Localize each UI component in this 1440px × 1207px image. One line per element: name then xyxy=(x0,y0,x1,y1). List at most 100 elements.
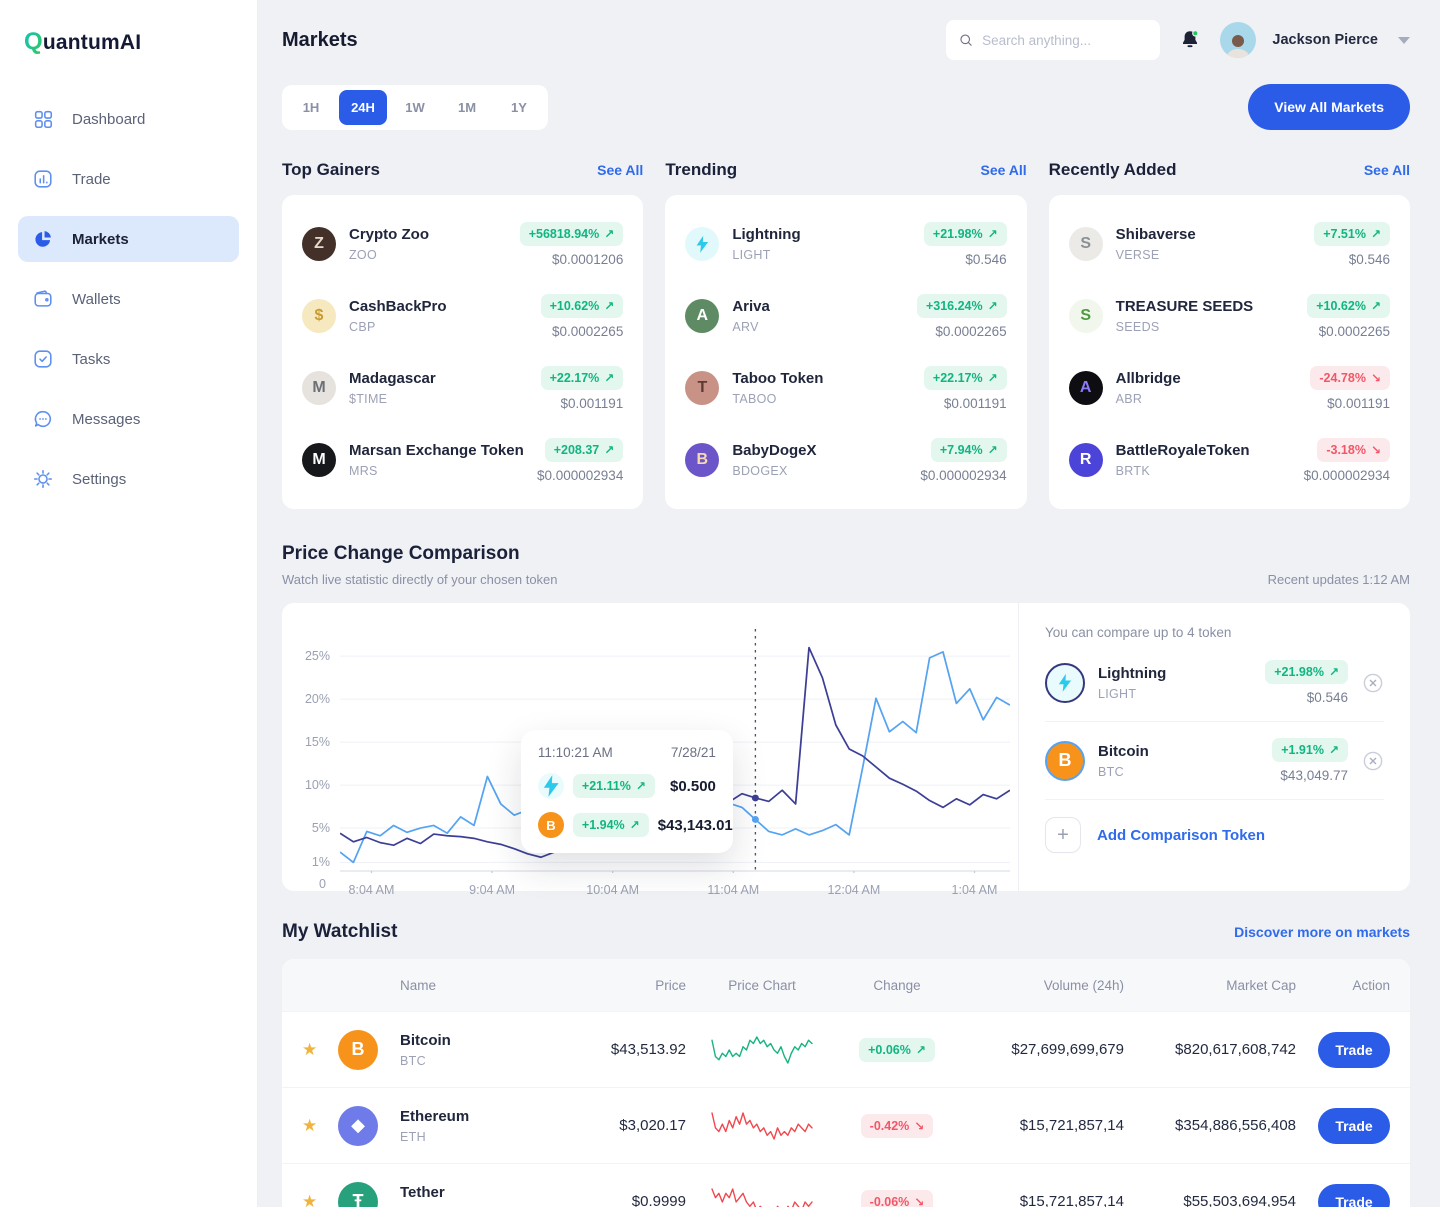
token-icon: B xyxy=(338,1029,378,1070)
token-icon: B xyxy=(537,812,564,839)
favorite-star-icon[interactable]: ★ xyxy=(302,1191,318,1207)
add-comparison-token-button[interactable]: + Add Comparison Token xyxy=(1045,799,1384,870)
discover-more-link[interactable]: Discover more on markets xyxy=(1234,924,1410,940)
token-name: Taboo Token xyxy=(732,370,824,387)
token-name: Shibaverse xyxy=(1115,226,1196,243)
watchlist-row: ★ B Bitcoin BTC $43,513.92 +0.06% ↗ $27,69… xyxy=(282,1011,1410,1087)
token-icon xyxy=(685,227,720,261)
column-header-price-chart: Price Chart xyxy=(728,977,796,993)
change-badge: -0.06% ↘ xyxy=(860,1189,934,1207)
avatar[interactable] xyxy=(1220,22,1257,58)
watchlist-row: ★ Ŧ Tether USDT $0.9999 -0.06%↘ $15,721,8… xyxy=(282,1163,1410,1207)
trend-arrow-icon: ↗ xyxy=(635,779,646,794)
token-icon: M xyxy=(302,371,336,405)
trade-icon xyxy=(34,170,52,188)
recent-updates-label: Recent updates 1:12 AM xyxy=(1267,572,1410,587)
trend-arrow-icon: ↘ xyxy=(914,1194,925,1207)
token-symbol: BTC xyxy=(400,1053,426,1068)
token-market-cap: $354,886,556,408 xyxy=(1175,1117,1296,1134)
token-symbol: CBP xyxy=(349,320,376,334)
range-tab[interactable]: 1Y xyxy=(511,99,527,115)
chart-tooltip: 11:10:21 AM 7/28/21 +21.11% ↗ $0.500 B xyxy=(520,730,733,854)
token-name: Lightning xyxy=(732,226,801,243)
favorite-star-icon[interactable]: ★ xyxy=(302,1115,318,1135)
sidebar: QuantumAI Dashboard Trade Markets Wallet… xyxy=(0,0,258,1207)
token-name: CashBackPro xyxy=(349,298,447,315)
change-badge: -0.42% ↘ xyxy=(860,1113,934,1138)
token-row[interactable]: $ CashBackPro CBP +10.62% ↗ $0.0002265 xyxy=(302,280,624,352)
trade-button[interactable]: Trade xyxy=(1318,1031,1390,1068)
change-badge: +7.94% ↗ xyxy=(930,437,1007,462)
token-name: Tether xyxy=(400,1183,445,1201)
token-name: Allbridge xyxy=(1115,370,1181,387)
sidebar-item-wallets[interactable]: Wallets xyxy=(18,276,239,322)
trend-arrow-icon: ↗ xyxy=(915,1042,926,1057)
wallet-icon xyxy=(34,290,52,307)
see-all-link[interactable]: See All xyxy=(980,162,1027,178)
sidebar-item-markets[interactable]: Markets xyxy=(18,216,239,262)
token-row[interactable]: Lightning LIGHT +21.98% ↗ $0.546 xyxy=(685,208,1007,280)
token-row[interactable]: Z Crypto Zoo ZOO +56818.94% ↗ $0.0001206 xyxy=(302,208,624,280)
token-symbol: ARV xyxy=(732,320,759,334)
trend-arrow-icon: ↗ xyxy=(1370,226,1381,241)
chevron-down-icon[interactable] xyxy=(1398,36,1410,44)
token-name: Marsan Exchange Token xyxy=(349,442,524,459)
token-row[interactable]: B BabyDogeX BDOGEX +7.94% ↗ $0.000002934 xyxy=(685,424,1007,496)
user-name[interactable]: Jackson Pierce xyxy=(1272,32,1378,48)
column-header-volume: Volume (24h) xyxy=(1043,977,1124,993)
token-row[interactable]: S Shibaverse VERSE +7.51% ↗ $0.546 xyxy=(1068,208,1390,280)
remove-token-button[interactable] xyxy=(1362,672,1384,694)
change-badge: +22.17% ↗ xyxy=(540,365,624,390)
column-header-action: Action xyxy=(1352,977,1390,993)
price-sparkline xyxy=(711,1187,813,1207)
token-row[interactable]: A Allbridge ABR -24.78% ↘ $0.001191 xyxy=(1068,352,1390,424)
range-tab[interactable]: 1H xyxy=(302,99,320,115)
market-columns: Top Gainers See All Z Crypto Zoo ZOO +568… xyxy=(282,160,1410,509)
notifications-button[interactable] xyxy=(1176,26,1204,54)
token-price: $0.0002265 xyxy=(935,323,1007,339)
token-symbol: LIGHT xyxy=(1098,686,1137,701)
trade-button[interactable]: Trade xyxy=(1318,1183,1390,1207)
sidebar-item-settings[interactable]: Settings xyxy=(18,456,239,502)
section-title: Trending xyxy=(665,160,738,179)
range-tab[interactable]: 24H xyxy=(339,89,387,125)
trade-button[interactable]: Trade xyxy=(1318,1107,1390,1144)
main-content: Markets Jackson Pierce 1H xyxy=(258,0,1440,1207)
token-row[interactable]: S TREASURE SEEDS SEEDS +10.62% ↗ $0.0002265 xyxy=(1068,280,1390,352)
token-volume: $15,721,857,14 xyxy=(1019,1193,1124,1207)
trend-arrow-icon: ↘ xyxy=(914,1118,925,1133)
token-row[interactable]: M Madagascar $TIME +22.17% ↗ $0.001191 xyxy=(302,352,624,424)
search-input[interactable] xyxy=(982,32,1149,48)
watchlist-section: My Watchlist Discover more on markets Na… xyxy=(282,921,1410,1207)
range-tab[interactable]: 1W xyxy=(405,99,425,115)
token-row[interactable]: T Taboo Token TABOO +22.17% ↗ $0.001191 xyxy=(685,352,1007,424)
token-row[interactable]: M Marsan Exchange Token MRS +208.37 ↗ $0.00… xyxy=(302,424,624,496)
favorite-star-icon[interactable]: ★ xyxy=(302,1039,318,1059)
sidebar-item-label: Wallets xyxy=(72,290,121,308)
remove-token-button[interactable] xyxy=(1362,750,1384,772)
sidebar-item-trade[interactable]: Trade xyxy=(18,156,239,202)
token-price: $0.546 xyxy=(1348,251,1390,267)
dashboard-icon xyxy=(34,110,53,129)
token-icon: A xyxy=(1068,371,1103,405)
brand-logo: QuantumAI xyxy=(24,28,142,55)
sidebar-item-tasks[interactable]: Tasks xyxy=(18,336,239,382)
sidebar-item-dashboard[interactable]: Dashboard xyxy=(18,96,239,142)
column-header-name: Name xyxy=(400,977,437,993)
search-box[interactable] xyxy=(946,20,1161,60)
view-all-markets-button[interactable]: View All Markets xyxy=(1248,84,1410,130)
section-title: Recently Added xyxy=(1048,160,1177,179)
column-header-market-cap: Market Cap xyxy=(1226,977,1296,993)
token-price: $0.001191 xyxy=(943,395,1007,411)
chart-plot-area[interactable]: 11:10:21 AM 7/28/21 +21.11% ↗ $0.500 B xyxy=(340,627,1010,873)
token-row[interactable]: A Ariva ARV +316.24% ↗ $0.0002265 xyxy=(685,280,1007,352)
see-all-link[interactable]: See All xyxy=(597,162,644,178)
token-row[interactable]: R BattleRoyaleToken BRTK -3.18% ↘ $0.000002… xyxy=(1068,424,1390,496)
trend-arrow-icon: ↗ xyxy=(987,442,998,457)
token-price: $0.000002934 xyxy=(920,467,1007,483)
change-badge: +56818.94% ↗ xyxy=(519,221,624,246)
sidebar-item-messages[interactable]: Messages xyxy=(18,396,239,442)
see-all-link[interactable]: See All xyxy=(1363,162,1410,178)
range-tab[interactable]: 1M xyxy=(457,99,477,115)
